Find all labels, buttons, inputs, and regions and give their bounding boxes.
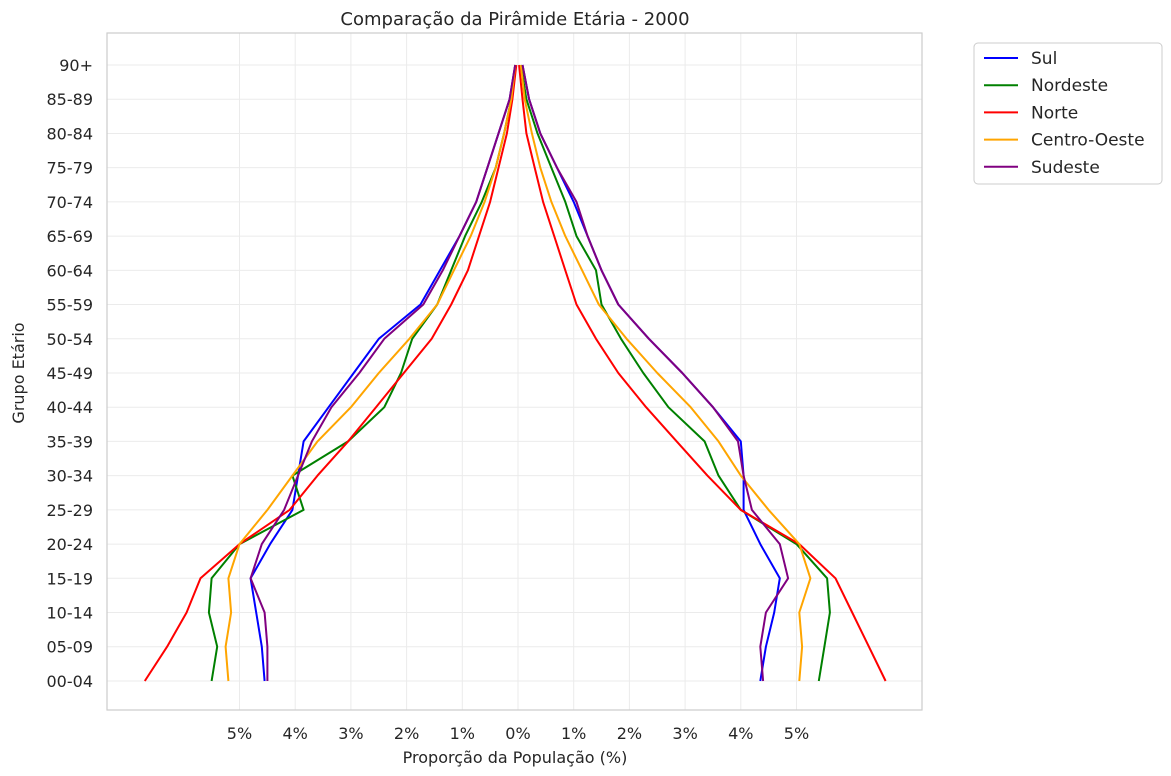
x-tick-label: 2% xyxy=(617,724,642,743)
series-line-sudeste-left xyxy=(249,64,517,681)
x-tick-label: 1% xyxy=(450,724,475,743)
x-tick-labels: 5% 4% 3% 2% 1% 0% 1% 2% 3% 4% 5% xyxy=(227,724,809,743)
series-line-centro-oeste-right xyxy=(519,64,812,682)
legend-label-sudeste: Sudeste xyxy=(1031,158,1100,178)
y-tick-label: 80-84 xyxy=(47,124,94,143)
y-tick-label: 90+ xyxy=(59,56,93,75)
legend-label-nordeste: Nordeste xyxy=(1031,76,1108,96)
plot-frame xyxy=(106,32,923,711)
x-tick-label: 4% xyxy=(283,724,308,743)
series-line-nordeste-right xyxy=(519,64,831,682)
x-tick-label: 4% xyxy=(728,724,753,743)
y-tick-label: 10-14 xyxy=(47,604,94,623)
y-tick-labels: 00-04 05-09 10-14 15-19 20-24 25-29 30-34 35-39… xyxy=(47,56,94,691)
legend: Sul Nordeste Norte Centro-Oeste Sudeste xyxy=(973,42,1163,185)
y-tick-label: 35-39 xyxy=(47,432,94,451)
y-tick-label: 25-29 xyxy=(47,501,94,520)
y-tick-label: 85-89 xyxy=(47,90,94,109)
x-axis-title: Proporção da População (%) xyxy=(403,748,628,767)
x-tick-label: 3% xyxy=(672,724,697,743)
y-tick-label: 65-69 xyxy=(47,227,94,246)
series-layer xyxy=(143,64,887,682)
series-line-norte-left xyxy=(143,64,518,682)
series-line-centro-oeste-left xyxy=(224,64,517,682)
y-tick-label: 75-79 xyxy=(47,159,94,178)
legend-box xyxy=(973,42,1163,185)
x-tick-label: 5% xyxy=(784,724,809,743)
chart-title: Comparação da Pirâmide Etária - 2000 xyxy=(340,9,689,30)
y-tick-label: 30-34 xyxy=(47,467,94,486)
x-tick-label: 3% xyxy=(338,724,363,743)
y-tick-label: 20-24 xyxy=(47,535,94,554)
y-tick-label: 50-54 xyxy=(47,330,94,349)
x-tick-label: 5% xyxy=(227,724,252,743)
y-tick-label: 60-64 xyxy=(47,261,94,280)
x-tick-label: 0% xyxy=(505,724,530,743)
series-line-sudeste-right xyxy=(521,64,790,682)
y-tick-label: 45-49 xyxy=(47,364,94,383)
legend-label-sul: Sul xyxy=(1031,49,1057,69)
legend-label-centro-oeste: Centro-Oeste xyxy=(1031,131,1145,151)
y-axis-title: Grupo Etário xyxy=(9,322,28,423)
y-tick-label: 05-09 xyxy=(47,638,94,657)
y-tick-label: 70-74 xyxy=(47,193,94,212)
series-line-norte-right xyxy=(518,64,887,682)
legend-items: Sul Nordeste Norte Centro-Oeste Sudeste xyxy=(984,49,1145,178)
grid-layer xyxy=(107,33,922,710)
y-tick-label: 00-04 xyxy=(47,672,94,691)
y-tick-label: 40-44 xyxy=(47,398,94,417)
y-tick-label: 15-19 xyxy=(47,569,94,588)
x-tick-label: 2% xyxy=(394,724,419,743)
legend-label-norte: Norte xyxy=(1031,103,1078,123)
y-tick-label: 55-59 xyxy=(47,296,94,315)
x-tick-label: 1% xyxy=(561,724,586,743)
